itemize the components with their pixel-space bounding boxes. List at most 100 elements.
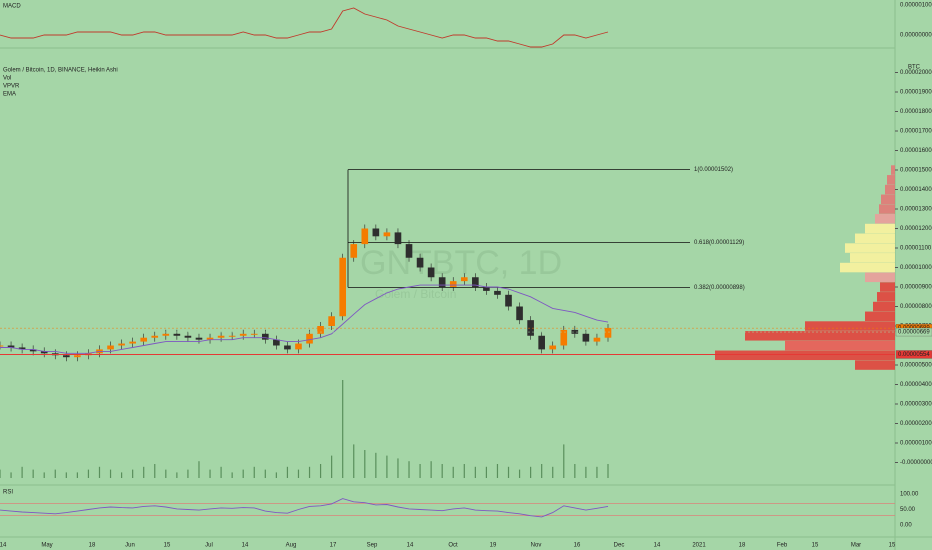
volume-bar — [397, 458, 399, 478]
candle — [505, 294, 512, 307]
volume-bar — [242, 469, 244, 478]
watermark: GNTBTC, 1D — [360, 244, 562, 282]
candle — [306, 333, 313, 344]
price-label: 0.00000100 — [900, 441, 932, 447]
fib-label: 1(0.00001502) — [694, 167, 733, 173]
volume-bar — [187, 469, 189, 478]
candle — [228, 335, 236, 337]
macd-label: 0.00000100 — [900, 3, 932, 9]
rsi-label: 0.00 — [900, 523, 912, 529]
time-label: Nov — [531, 543, 542, 549]
time-label: Mar — [851, 543, 861, 549]
volume-bar — [198, 461, 200, 478]
time-label: 15 — [812, 543, 819, 549]
price-label: 0.00000200 — [900, 421, 932, 427]
rsi-line — [0, 498, 609, 518]
price-label: 0.00000500 — [900, 363, 932, 369]
time-label: 14 — [0, 543, 7, 549]
volume-bar — [65, 472, 67, 478]
candle — [162, 333, 170, 336]
candle — [217, 335, 225, 338]
currency[interactable]: BTC — [908, 65, 921, 71]
volume-bar — [574, 464, 576, 478]
volume-bar — [596, 466, 598, 478]
volume-profile-bar — [881, 194, 895, 205]
price-label: -0.00000000 — [900, 460, 932, 466]
volume-profile-bar — [855, 233, 895, 244]
candle — [107, 345, 114, 350]
volume-profile-bar — [805, 321, 895, 331]
volume-bar — [253, 466, 255, 478]
volume-bar — [98, 466, 101, 478]
volume-bar — [10, 472, 12, 478]
price-label: 0.00001900 — [900, 90, 932, 96]
time-label: May — [41, 543, 52, 549]
volume-bar — [353, 444, 355, 478]
rsi-label: 50.00 — [900, 507, 916, 513]
volume-profile-bar — [873, 301, 895, 312]
volume-bar — [518, 469, 521, 478]
candle — [560, 329, 568, 346]
volume-bar — [364, 450, 366, 478]
volume-bar — [441, 464, 443, 478]
candle — [449, 281, 457, 287]
price-label: 0.00000300 — [900, 402, 932, 408]
volume-bar — [375, 452, 377, 478]
ema-line — [0, 284, 609, 354]
volume-bar — [452, 466, 454, 478]
time-label: 2021 — [692, 543, 706, 549]
volume-profile-bar — [745, 331, 895, 341]
volume-bar — [552, 466, 554, 478]
time-label: Sep — [367, 543, 378, 549]
candle — [273, 339, 280, 346]
candle — [427, 267, 435, 278]
candle — [206, 337, 214, 340]
indicator: VPVR — [3, 84, 20, 90]
time-label: Aug — [286, 543, 297, 549]
volume-bar — [209, 469, 211, 478]
price-label: 0.00000900 — [900, 285, 932, 291]
candle — [538, 335, 545, 350]
volume-bar — [154, 464, 156, 478]
volume-bar — [275, 472, 277, 478]
volume-bar — [264, 469, 266, 478]
volume-bar — [286, 466, 289, 478]
candle — [173, 333, 181, 336]
candle — [438, 277, 446, 287]
candle — [74, 355, 81, 358]
candle — [317, 326, 324, 334]
volume-bar — [176, 472, 178, 478]
candle — [0, 345, 4, 347]
candle — [184, 335, 192, 338]
watermark-sub: Golem / Bitcoin — [375, 287, 456, 301]
candle — [494, 290, 501, 295]
volume-bar — [342, 380, 344, 478]
time-label: 18 — [739, 543, 746, 549]
volume-profile-bar — [880, 282, 895, 292]
rsi-title: RSI — [3, 490, 13, 496]
volume-bar — [87, 469, 90, 478]
time-label: Jul — [205, 543, 213, 549]
volume-bar — [430, 461, 432, 478]
macd-title: MACD — [3, 4, 21, 10]
volume-profile-bar — [855, 360, 895, 370]
price-label: 0.00002000 — [900, 70, 932, 76]
price-label: 0.00001000 — [900, 265, 932, 271]
price-label: 0.00001300 — [900, 207, 932, 213]
volume-profile-bar — [887, 175, 895, 185]
indicator: EMA — [3, 92, 16, 98]
price-label: 0.00000800 — [900, 304, 932, 310]
volume-profile-bar — [840, 262, 895, 273]
time-label: 16 — [574, 543, 581, 549]
volume-bar — [585, 466, 587, 478]
candle — [18, 347, 26, 350]
time-label: Jun — [125, 543, 135, 549]
volume-bar — [419, 464, 421, 478]
time-label: Feb — [777, 543, 788, 549]
time-label: Dec — [614, 543, 625, 549]
volume-profile-bar — [865, 272, 895, 283]
indicator: Vol — [3, 76, 11, 82]
candle — [239, 333, 247, 336]
